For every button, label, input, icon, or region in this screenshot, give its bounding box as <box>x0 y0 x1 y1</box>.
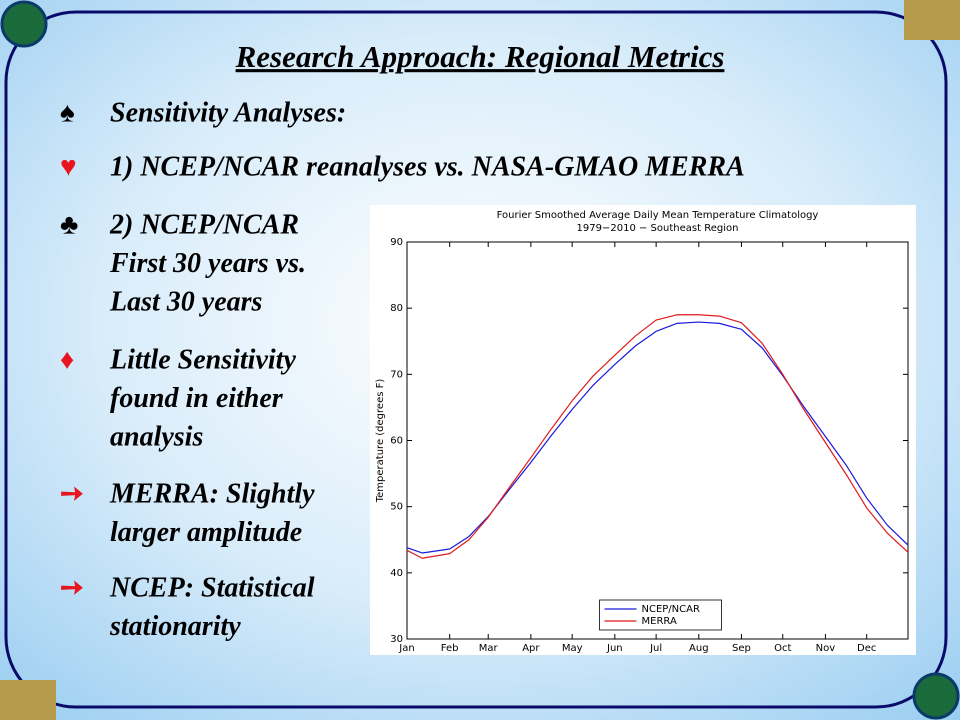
x-tick-label: Jul <box>649 643 662 654</box>
chart-panel <box>370 205 916 655</box>
legend-label: MERRA <box>642 616 677 627</box>
y-tick-label: 80 <box>390 303 403 314</box>
x-tick-label: Jun <box>606 643 623 654</box>
bullet: ➙ <box>60 478 83 509</box>
x-tick-label: Mar <box>479 643 499 654</box>
bullet-text: Sensitivity Analyses: <box>110 97 346 128</box>
bullet-text: Last 30 years <box>109 286 263 317</box>
bullet-text: stationarity <box>109 611 241 642</box>
y-tick-label: 60 <box>390 436 403 447</box>
x-tick-label: May <box>562 643 583 654</box>
chart-subtitle: 1979−2010 − Southeast Region <box>577 223 739 234</box>
x-tick-label: Sep <box>732 643 751 654</box>
bullet-text: 2) NCEP/NCAR <box>109 209 299 240</box>
bullet-text: First 30 years vs. <box>109 248 306 279</box>
bullet: ♥ <box>60 151 77 182</box>
y-tick-label: 90 <box>390 237 403 248</box>
bullet: ♣ <box>60 209 78 240</box>
line-series <box>406 314 909 559</box>
bullet-text: analysis <box>110 421 203 452</box>
x-tick-label: Apr <box>522 643 540 654</box>
x-tick-label: Feb <box>441 643 459 654</box>
y-tick-label: 70 <box>390 369 403 380</box>
x-tick-label: Nov <box>816 643 836 654</box>
bullet: ♦ <box>60 344 74 375</box>
slide-title: Research Approach: Regional Metrics <box>235 39 725 74</box>
chart-title: Fourier Smoothed Average Daily Mean Temp… <box>497 210 819 221</box>
bullet: ♠ <box>60 97 75 128</box>
legend-box <box>599 599 722 631</box>
bullet-text: MERRA: Slightly <box>109 478 315 509</box>
legend-label: NCEP/NCAR <box>642 604 700 615</box>
frame <box>4 10 948 709</box>
y-tick-label: 50 <box>390 502 403 513</box>
bullet-text: NCEP: Statistical <box>109 572 315 603</box>
bullet-text: Little Sensitivity <box>109 344 296 375</box>
y-tick-label: 40 <box>390 568 403 579</box>
x-tick-label: Dec <box>857 643 876 654</box>
x-tick-label: Oct <box>774 643 791 654</box>
x-tick-label: Jan <box>398 643 414 654</box>
x-tick-label: Aug <box>689 643 709 654</box>
bullet-text: 1) NCEP/NCAR reanalyses vs. NASA-GMAO ME… <box>110 151 745 182</box>
bullet: ➙ <box>60 572 83 603</box>
bullet-text: larger amplitude <box>110 517 302 548</box>
y-tick-label: 30 <box>390 634 403 645</box>
bullet-text: found in either <box>110 383 284 414</box>
y-axis-label: Temperature (degrees F) <box>375 379 386 504</box>
